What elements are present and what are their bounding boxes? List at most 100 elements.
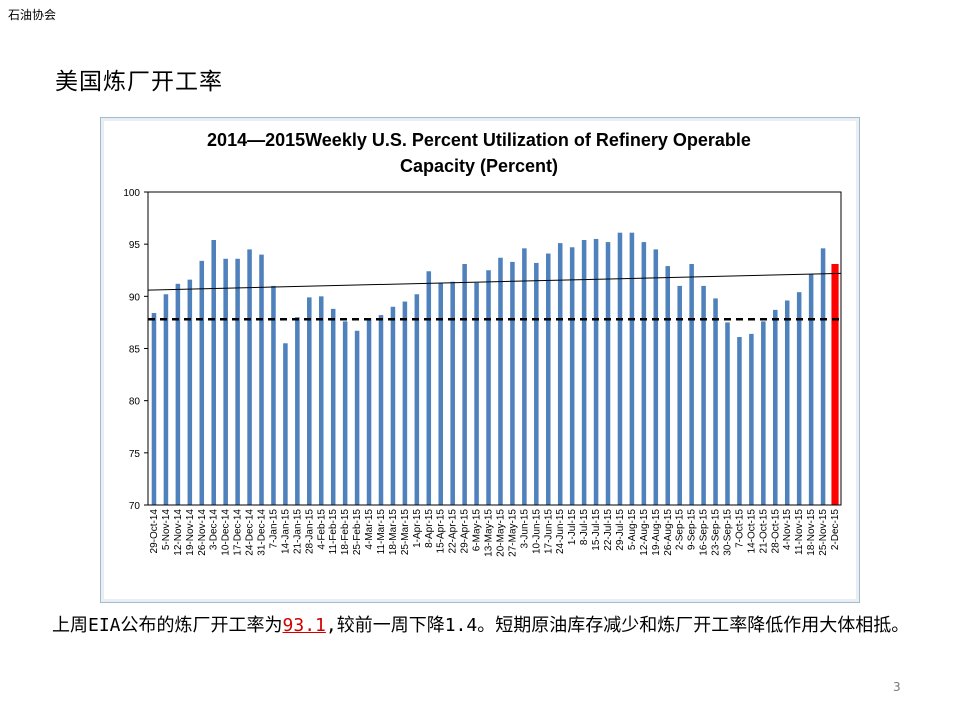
caption-after: ,较前一周下降1.4。短期原油库存减少和炼厂开工率降低作用大体相抵。 xyxy=(325,615,910,636)
bar xyxy=(831,263,839,505)
bar xyxy=(271,285,276,505)
x-tick-label: 1-Jul-15 xyxy=(567,509,578,546)
y-tick-label: 75 xyxy=(129,449,141,460)
x-tick-label: 19-Aug-15 xyxy=(651,509,662,556)
x-tick-label: 5-Aug-15 xyxy=(627,509,638,551)
x-tick-label: 15-Apr-15 xyxy=(436,509,447,554)
bar xyxy=(378,315,384,505)
x-tick-label: 15-Jul-15 xyxy=(591,509,602,551)
bar xyxy=(438,282,444,505)
x-tick-label: 7-Oct-15 xyxy=(734,509,745,548)
chart-title-line1: 2014—2015Weekly U.S. Percent Utilization… xyxy=(207,130,751,150)
bar xyxy=(701,285,706,505)
org-name: 石油协会 xyxy=(8,8,57,22)
x-tick-label: 25-Feb-15 xyxy=(352,509,363,556)
bar xyxy=(617,232,623,505)
bar xyxy=(259,254,264,505)
bar xyxy=(773,309,778,505)
bar xyxy=(581,239,587,505)
chart-title: 2014—2015Weekly U.S. Percent Utilization… xyxy=(100,127,858,179)
x-tick-label: 21-Oct-15 xyxy=(758,509,769,554)
bar xyxy=(342,321,348,505)
x-tick-label: 22-Jul-15 xyxy=(603,509,614,551)
x-tick-label: 13-May-15 xyxy=(484,509,495,557)
bar xyxy=(498,257,503,505)
caption-highlight-value[interactable]: 93.1 xyxy=(282,615,326,636)
x-tick-label: 3-Jun-15 xyxy=(519,509,530,549)
x-tick-label: 18-Nov-15 xyxy=(806,509,817,556)
bar xyxy=(450,281,455,505)
bar xyxy=(486,270,491,505)
x-tick-label: 10-Jun-15 xyxy=(531,509,542,554)
x-tick-label: 22-Apr-15 xyxy=(448,509,459,554)
bar xyxy=(199,260,205,505)
bar xyxy=(593,238,599,505)
caption-before: 上周EIA公布的炼厂开工率为 xyxy=(52,615,283,636)
bar xyxy=(318,296,324,505)
x-tick-label: 3-Dec-14 xyxy=(209,509,220,551)
bar xyxy=(713,298,718,505)
refinery-utilization-chart: 70 75 80 85 90 95 100 29-Oct-14 5-Nov-14 12-Nov-1… xyxy=(123,188,842,557)
bar xyxy=(390,306,396,505)
y-tick-label: 70 xyxy=(129,501,141,512)
bar xyxy=(749,333,754,505)
x-tick-label: 24-Jun-15 xyxy=(555,509,566,554)
plot-border xyxy=(147,191,842,506)
bar xyxy=(187,279,193,505)
x-tick-label: 11-Nov-15 xyxy=(794,509,805,555)
x-tick-label: 29-Oct-14 xyxy=(149,509,160,554)
bar xyxy=(474,282,479,505)
x-tick-label: 21-Jan-15 xyxy=(292,509,303,554)
x-tick-label: 30-Sep-15 xyxy=(722,509,733,556)
page-number: 3 xyxy=(893,680,901,694)
bar xyxy=(641,242,647,505)
bar xyxy=(665,266,671,505)
bar xyxy=(737,337,742,505)
caption: 上周EIA公布的炼厂开工率为93.1,较前一周下降1.4。短期原油库存减少和炼厂… xyxy=(52,612,922,640)
slide-title: 美国炼厂开工率 xyxy=(55,69,223,95)
bar xyxy=(295,317,300,505)
bar xyxy=(761,321,766,505)
x-tick-label: 4-Nov-15 xyxy=(782,509,793,551)
x-tick-label: 19-Nov-14 xyxy=(185,509,196,556)
bar xyxy=(569,247,575,505)
trend-line xyxy=(147,272,842,291)
x-tick-label: 23-Sep-15 xyxy=(711,509,722,556)
bar xyxy=(629,232,635,505)
x-tick-label: 8-Apr-15 xyxy=(424,509,435,548)
bar xyxy=(175,283,181,505)
bar xyxy=(163,294,169,505)
x-tick-label: 2-Dec-15 xyxy=(830,509,841,551)
x-tick-label: 11-Feb-15 xyxy=(328,509,339,555)
bar xyxy=(808,274,814,505)
x-tick-label: 14-Oct-15 xyxy=(746,509,757,554)
x-tick-label: 4-Feb-15 xyxy=(316,509,327,550)
x-tick-label: 20-May-15 xyxy=(495,509,506,557)
bar xyxy=(677,285,682,505)
bar xyxy=(653,249,659,505)
bar xyxy=(151,313,157,505)
x-tick-label: 17-Jun-15 xyxy=(543,509,554,554)
y-tick-label: 90 xyxy=(129,292,141,303)
bar xyxy=(510,261,515,505)
bar xyxy=(283,343,288,505)
bar xyxy=(402,301,408,505)
x-tick-label: 11-Mar-15 xyxy=(376,509,387,555)
bar xyxy=(223,258,228,505)
bar xyxy=(366,318,372,505)
x-tick-label: 18-Feb-15 xyxy=(340,509,351,556)
x-tick-label: 16-Sep-15 xyxy=(699,509,710,556)
x-tick-label: 5-Nov-14 xyxy=(161,509,172,551)
bar xyxy=(522,248,527,505)
x-tick-label: 28-Oct-15 xyxy=(770,509,781,554)
x-tick-label: 29-Apr-15 xyxy=(460,509,471,554)
bar xyxy=(462,263,467,505)
x-tick-label: 4-Mar-15 xyxy=(364,509,375,550)
bar xyxy=(330,308,336,505)
x-tick-label: 31-Dec-14 xyxy=(257,509,268,556)
x-tick-label: 10-Dec-14 xyxy=(221,509,232,556)
bar xyxy=(534,262,539,505)
bar xyxy=(354,330,360,505)
bar xyxy=(557,243,563,505)
bar xyxy=(689,263,694,505)
